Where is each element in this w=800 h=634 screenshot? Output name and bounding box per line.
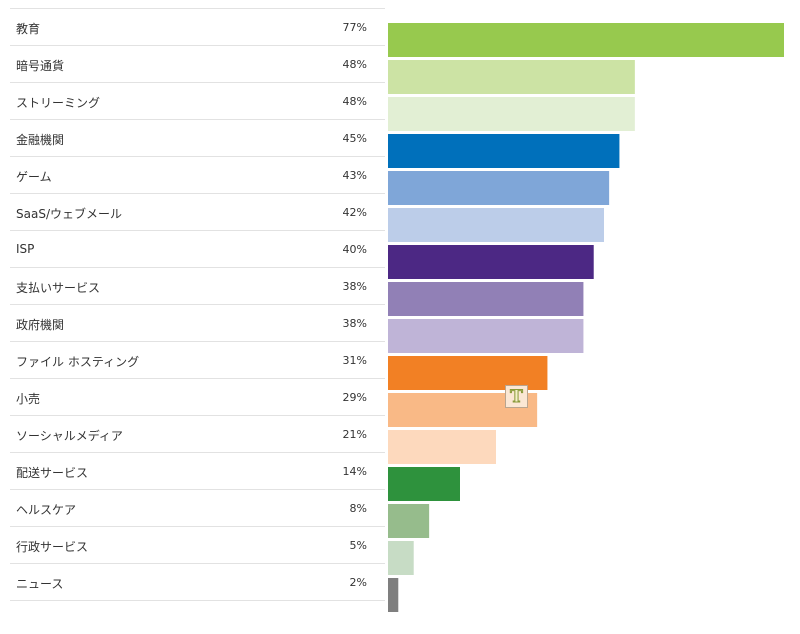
table-row: 配送サービス 14% [10, 453, 385, 490]
value-label: 38% [342, 280, 367, 293]
table-row: 教育 77% [10, 9, 385, 46]
category-label: ISP [16, 242, 35, 256]
bar-6 [388, 245, 594, 279]
bar-3 [388, 134, 620, 168]
table-row: 金融機関 45% [10, 120, 385, 157]
category-label: SaaS/ウェブメール [16, 207, 122, 221]
category-label: 支払いサービス [16, 281, 101, 295]
category-label: 暗号通貨 [16, 59, 65, 73]
table-row: 政府機関 38% [10, 305, 385, 342]
value-label: 21% [342, 428, 367, 441]
table-row: ゲーム 43% [10, 157, 385, 194]
bar-7 [388, 282, 584, 316]
bar-8 [388, 319, 584, 353]
value-label: 45% [342, 132, 367, 145]
category-table: 教育 77% 暗号通貨 48% ストリーミング 48% 金融機関 45% ゲーム 43% SaaS/… [10, 8, 385, 601]
value-label: 42% [342, 206, 367, 219]
value-label: 43% [342, 169, 367, 182]
table-row: ストリーミング 48% [10, 83, 385, 120]
table-row: 支払いサービス 38% [10, 268, 385, 305]
category-label: 行政サービス [16, 540, 89, 554]
value-label: 5% [349, 539, 367, 552]
value-label: 8% [349, 502, 367, 515]
category-label: ヘルスケア [16, 503, 77, 517]
value-label: 77% [342, 21, 367, 34]
value-label: 29% [342, 391, 367, 404]
category-label: 配送サービス [16, 466, 89, 480]
category-label: 金融機関 [16, 133, 65, 147]
value-label: 31% [342, 354, 367, 367]
value-label: 2% [349, 576, 367, 589]
value-label: 14% [342, 465, 367, 478]
table-row: 行政サービス 5% [10, 527, 385, 564]
bar-15 [388, 578, 399, 612]
bar-5 [388, 208, 604, 242]
category-label: 政府機関 [16, 318, 65, 332]
bar-12 [388, 467, 460, 501]
table-row: ソーシャルメディア 21% [10, 416, 385, 453]
table-row: ファイル ホスティング 31% [10, 342, 385, 379]
bar-11 [388, 430, 496, 464]
category-label: ストリーミング [16, 96, 101, 110]
value-label: 40% [342, 243, 367, 256]
bar-14 [388, 541, 414, 575]
table-row: ISP 40% [10, 231, 385, 268]
table-row: 暗号通貨 48% [10, 46, 385, 83]
table-row: ニュース 2% [10, 564, 385, 601]
bar-2 [388, 97, 635, 131]
bar-4 [388, 171, 610, 205]
bar-9 [388, 356, 548, 390]
bar-1 [388, 60, 635, 94]
category-label: ファイル ホスティング [16, 355, 140, 369]
table-row: 小売 29% [10, 379, 385, 416]
value-label: 38% [342, 317, 367, 330]
table-row: SaaS/ウェブメール 42% [10, 194, 385, 231]
value-label: 48% [342, 58, 367, 71]
category-label: ニュース [16, 577, 64, 591]
text-cursor-icon: T [505, 385, 528, 408]
category-label: ソーシャルメディア [16, 429, 123, 443]
table-row: ヘルスケア 8% [10, 490, 385, 527]
value-label: 48% [342, 95, 367, 108]
category-label: 教育 [16, 22, 41, 36]
category-label: ゲーム [16, 170, 52, 184]
bar-0 [388, 23, 784, 57]
category-label: 小売 [16, 392, 41, 406]
bar-13 [388, 504, 430, 538]
